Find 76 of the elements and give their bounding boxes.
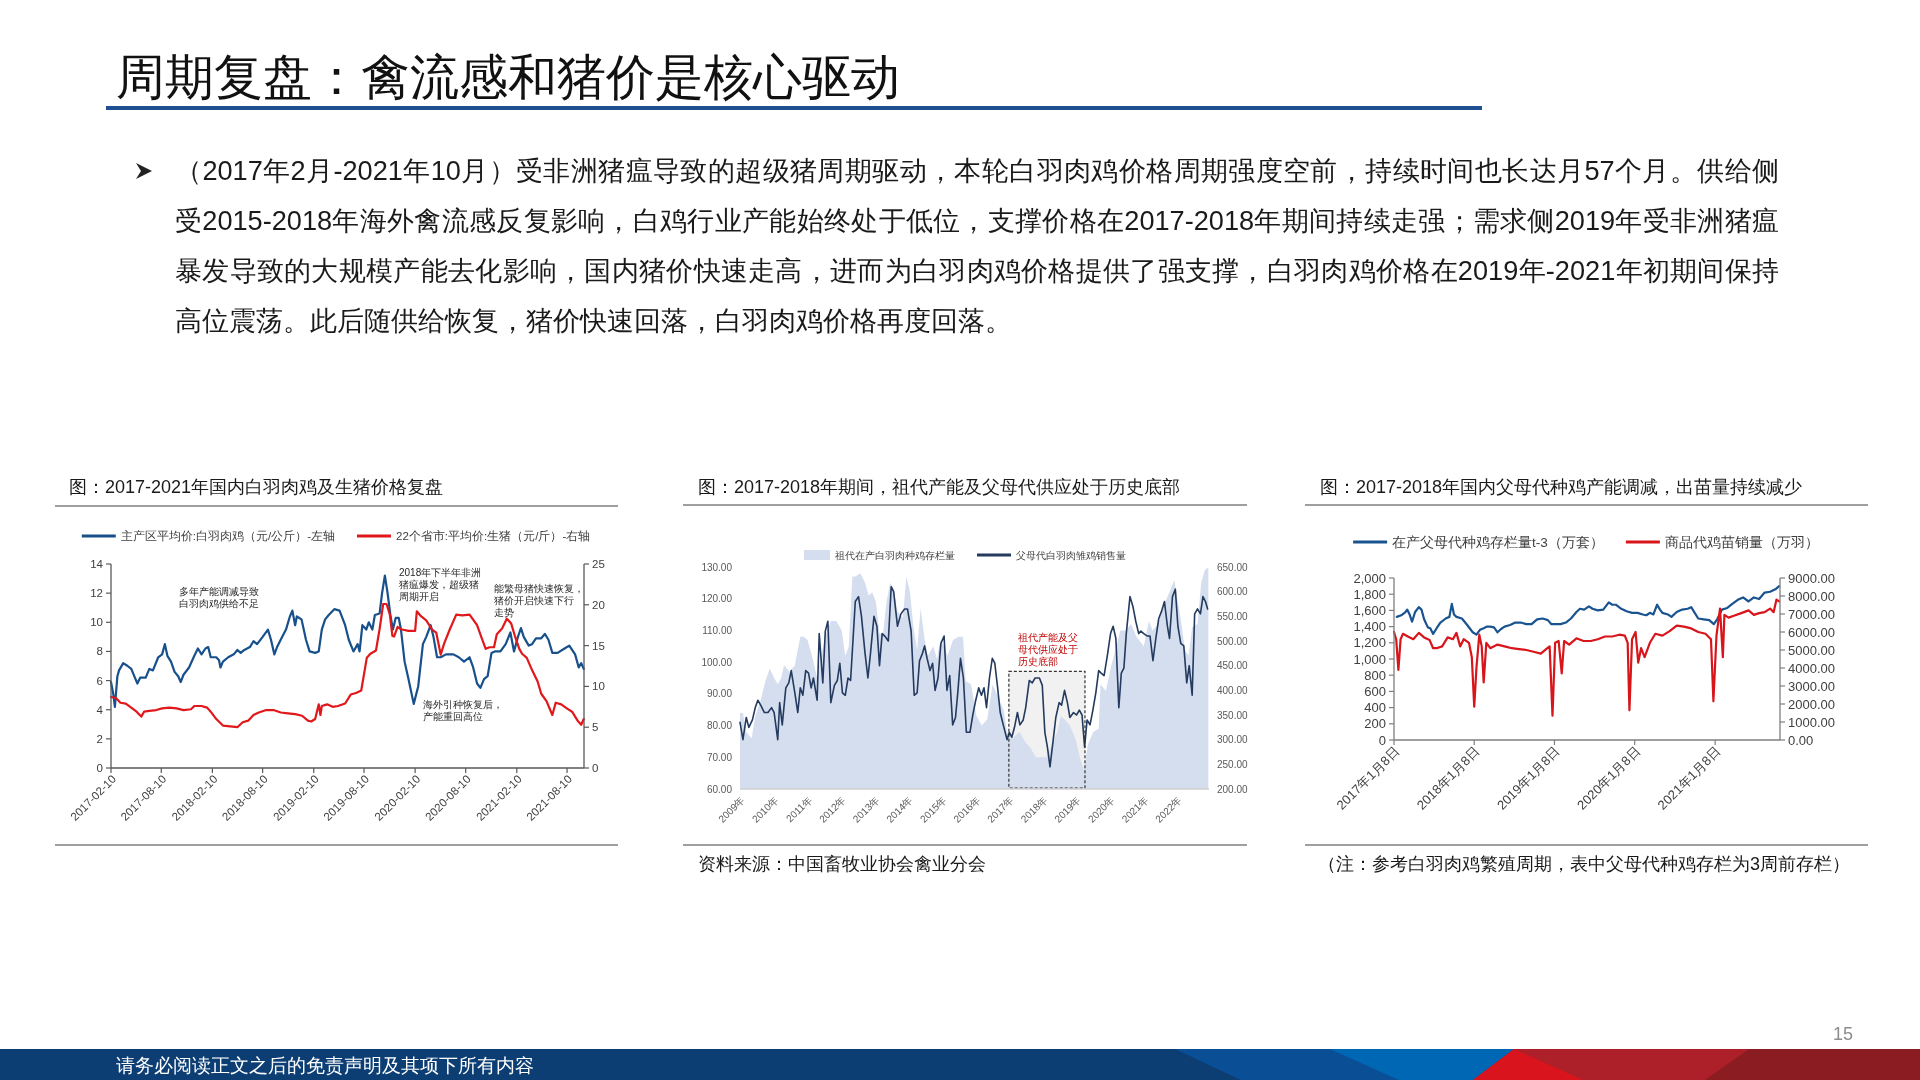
y2-tick-label: 9000.00 xyxy=(1788,570,1835,586)
y-tick-label: 12 xyxy=(90,587,103,600)
y-tick-label: 1,800 xyxy=(1353,586,1386,602)
y2-tick-label: 5000.00 xyxy=(1788,642,1835,658)
text: 15 xyxy=(1832,1024,1854,1044)
annotation: 海外引种恢复后，产能重回高位 xyxy=(423,699,503,723)
text: （注：参考白羽肉鸡繁殖周期，表中父母代种鸡存栏为3周前存栏） xyxy=(1318,854,1851,874)
y2-tick-label: 0.00 xyxy=(1788,732,1814,748)
y2-tick-label: 300.00 xyxy=(1217,734,1249,746)
y-tick-label: 70.00 xyxy=(706,751,733,763)
chart-title: 图：2017-2021年国内白羽肉鸡及生猪价格复盘 xyxy=(69,477,444,497)
annotation: 2018年下半年非洲猪瘟爆发，超级猪周期开启 xyxy=(399,567,482,603)
legend-label: 祖代在产白羽肉种鸡存栏量 xyxy=(835,549,955,561)
y-tick-label: 10 xyxy=(90,616,103,629)
text: 周期复盘：禽流感和猪价是核心驱动 xyxy=(116,50,900,104)
line-series xyxy=(739,585,1209,768)
y-tick-label: 4 xyxy=(96,703,104,716)
legend-label: 父母代白羽肉雏鸡销售量 xyxy=(1016,549,1126,561)
y-tick-label: 14 xyxy=(90,558,104,570)
y-tick-label: 2 xyxy=(96,732,103,745)
y-tick-label: 1,400 xyxy=(1353,619,1386,635)
y-tick-label: 80.00 xyxy=(706,720,733,732)
text: （2017年2月-2021年10月）受非洲猪瘟导致的超级猪周期驱动，本轮白羽肉鸡价格周期强度空前，持续时间也长达月57个月。供给侧受2015-2018年海外禽流感反复影响，白鸡行业产能始终处于低位，支撑价格在2017-2018年期间持续走强；需求侧2019年受非洲猪瘟暴发导致的大规模产能去化影响，国内猪价快速走高，进而为白羽肉鸡价格提供了强支撑，白羽肉鸡价格在2019年-2021年初期间保持高位震荡。此后随供给恢复，猪价快速回落，白羽肉鸡价格再度回落。 xyxy=(175,154,1779,338)
y-tick-label: 200 xyxy=(1364,716,1386,732)
line-series xyxy=(1395,585,1781,636)
y2-tick-label: 7000.00 xyxy=(1788,606,1835,622)
y2-tick-label: 20 xyxy=(592,598,605,611)
legend-label: 在产父母代种鸡存栏量t-3（万套） xyxy=(1392,534,1604,550)
y2-tick-label: 400.00 xyxy=(1217,684,1249,696)
y2-tick-label: 250.00 xyxy=(1217,758,1249,770)
y-tick-label: 130.00 xyxy=(701,561,733,573)
y2-tick-label: 6000.00 xyxy=(1788,624,1835,640)
line-series xyxy=(1392,598,1781,717)
y2-tick-label: 25 xyxy=(592,558,605,570)
legend-label: 22个省市:平均价:生猪（元/斤）-右轴 xyxy=(396,529,591,543)
y2-tick-label: 15 xyxy=(592,639,605,652)
text: 请务必阅读正文之后的免责声明及其项下所有内容 xyxy=(116,1054,534,1076)
annotation: 能繁母猪快速恢复，猪价开启快速下行走势 xyxy=(494,583,584,619)
y-tick-label: 60.00 xyxy=(706,783,733,795)
y2-tick-label: 3000.00 xyxy=(1788,678,1835,694)
annotation: 多年产能调减导致白羽肉鸡供给不足 xyxy=(179,586,259,610)
y-tick-label: 600 xyxy=(1364,683,1386,699)
y-tick-label: 90.00 xyxy=(706,688,733,700)
y2-tick-label: 8000.00 xyxy=(1788,588,1835,604)
y-tick-label: 800 xyxy=(1364,667,1386,683)
y-tick-label: 1,000 xyxy=(1353,651,1386,667)
legend-label: 商品代鸡苗销量（万羽） xyxy=(1664,534,1819,550)
y-tick-label: 1,600 xyxy=(1353,602,1386,618)
text: 资料来源：中国畜牧业协会禽业分会 xyxy=(698,854,986,874)
y2-tick-label: 650.00 xyxy=(1217,561,1249,573)
y-tick-label: 6 xyxy=(96,674,103,687)
y2-tick-label: 200.00 xyxy=(1217,783,1249,795)
y-tick-label: 400 xyxy=(1364,700,1386,716)
y2-tick-label: 1000.00 xyxy=(1788,714,1835,730)
y2-tick-label: 600.00 xyxy=(1217,586,1249,598)
chart-title: 图：2017-2018年期间，祖代产能及父母代供应处于历史底部 xyxy=(698,477,1181,497)
y2-tick-label: 0 xyxy=(592,762,599,774)
y-tick-label: 2,000 xyxy=(1353,570,1386,586)
band-label: 祖代产能及父母代供应处于历史底部 xyxy=(1017,632,1078,669)
y-tick-label: 110.00 xyxy=(702,624,733,636)
y-tick-label: 120.00 xyxy=(701,593,733,605)
y2-tick-label: 2000.00 xyxy=(1788,696,1835,712)
y2-tick-label: 350.00 xyxy=(1217,709,1249,721)
y-tick-label: 1,200 xyxy=(1353,635,1386,651)
chart-title: 图：2017-2018年国内父母代种鸡产能调减，出苗量持续减少 xyxy=(1320,477,1803,497)
legend-label: 主产区平均价:白羽肉鸡（元/公斤）-左轴 xyxy=(120,529,335,543)
y-tick-label: 100.00 xyxy=(701,656,733,668)
y2-tick-label: 5 xyxy=(592,721,599,734)
y-tick-label: 0 xyxy=(1378,732,1386,748)
y-tick-label: 0 xyxy=(96,762,103,774)
y2-tick-label: 550.00 xyxy=(1217,610,1249,622)
y2-tick-label: 450.00 xyxy=(1217,660,1249,672)
y2-tick-label: 4000.00 xyxy=(1788,660,1835,676)
y-tick-label: 8 xyxy=(96,645,103,658)
y2-tick-label: 10 xyxy=(592,680,605,693)
y2-tick-label: 500.00 xyxy=(1217,635,1249,647)
